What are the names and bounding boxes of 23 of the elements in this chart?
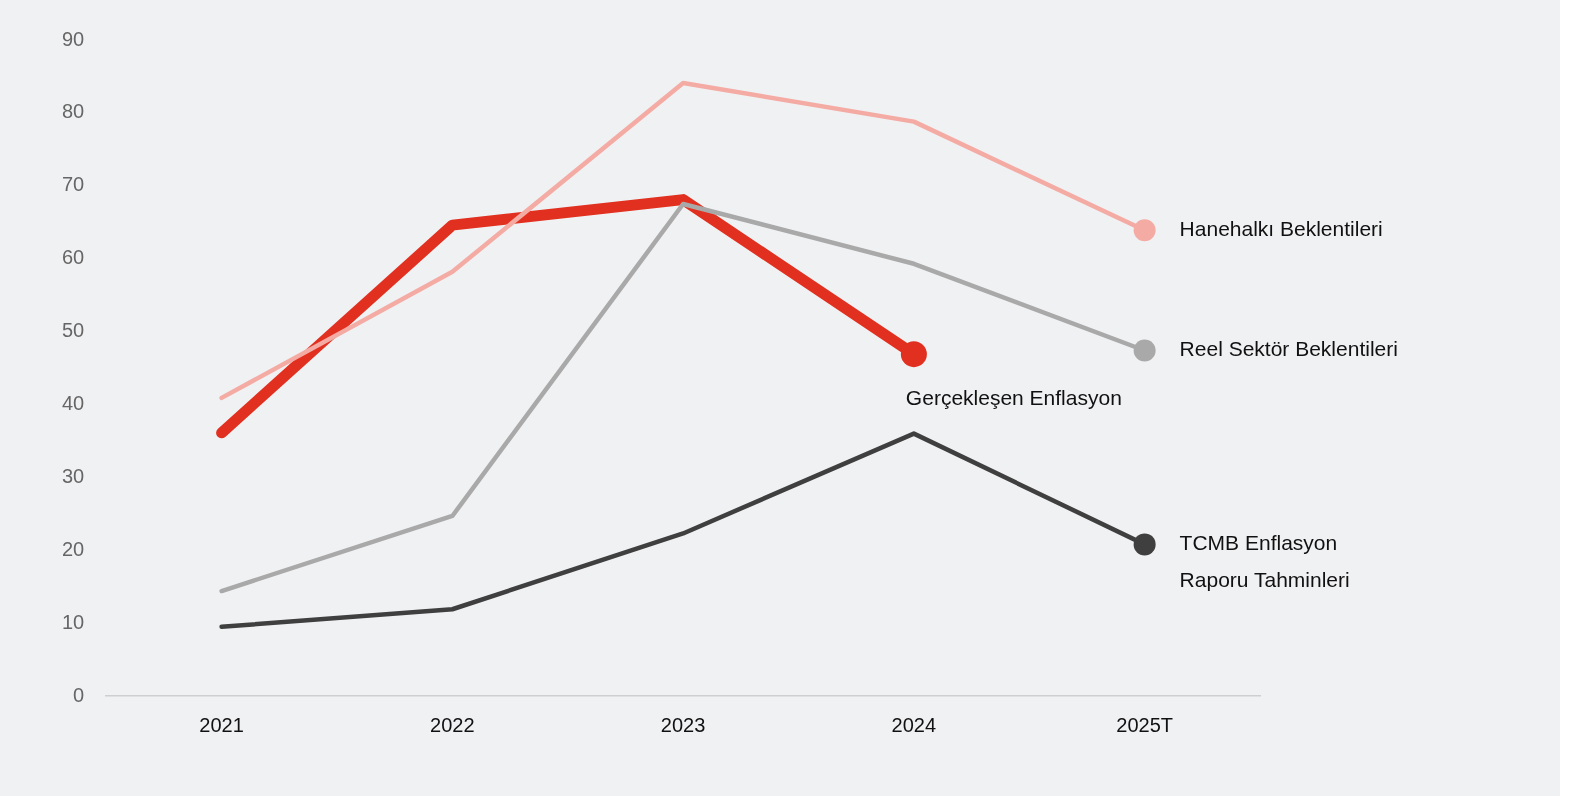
y-tick-label: 90 bbox=[62, 27, 85, 50]
y-tick-label: 20 bbox=[62, 537, 85, 560]
series-label: Reel Sektör Beklentileri bbox=[1179, 337, 1398, 361]
x-tick-label: 2022 bbox=[430, 713, 475, 736]
y-tick-label: 80 bbox=[62, 100, 85, 123]
y-tick-label: 50 bbox=[62, 319, 85, 342]
series-label: TCMB Enflasyon Raporu Tahminleri bbox=[1179, 531, 1350, 592]
y-tick-label: 0 bbox=[73, 683, 85, 706]
series-label: Hanehalkı Beklentileri bbox=[1179, 217, 1383, 241]
y-tick-label: 70 bbox=[62, 173, 85, 196]
x-tick-label: 2025T bbox=[1116, 713, 1173, 736]
point bbox=[1133, 533, 1156, 556]
y-tick-label: 10 bbox=[62, 610, 85, 633]
series-label: Gerçekleşen Enflasyon bbox=[905, 385, 1122, 409]
point bbox=[1133, 219, 1156, 242]
x-tick-label: 2021 bbox=[199, 713, 244, 736]
y-tick-label: 60 bbox=[62, 246, 85, 269]
y-tick-label: 30 bbox=[62, 464, 85, 487]
y-tick-label: 40 bbox=[62, 391, 85, 414]
point bbox=[900, 341, 927, 368]
x-tick-label: 2023 bbox=[660, 713, 706, 736]
point bbox=[1133, 339, 1156, 362]
x-tick-label: 2024 bbox=[891, 713, 937, 736]
